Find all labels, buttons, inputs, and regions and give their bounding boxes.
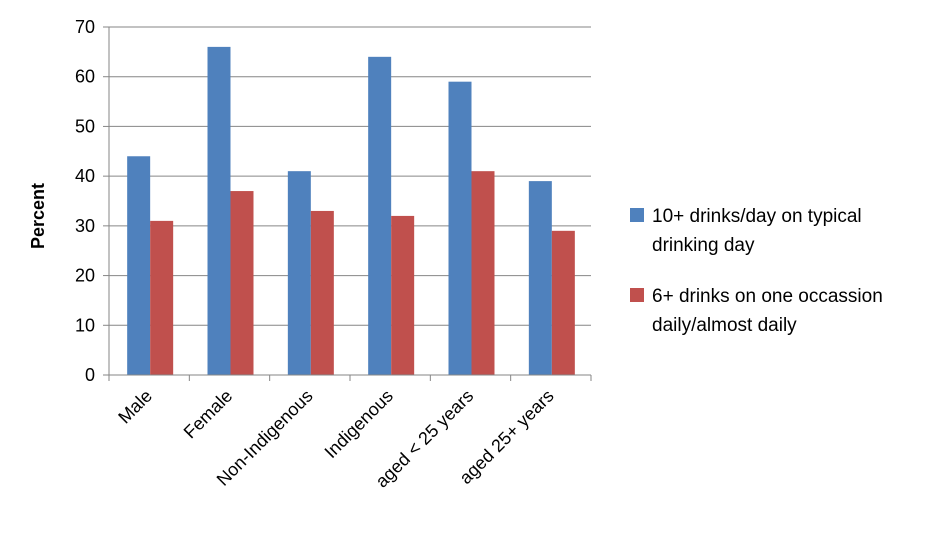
x-category-label: Male bbox=[114, 386, 156, 428]
bar-series1-4 bbox=[448, 81, 472, 375]
y-tick-label: 0 bbox=[85, 365, 95, 385]
y-tick-label: 60 bbox=[75, 67, 95, 87]
legend-swatch bbox=[630, 208, 644, 222]
bar-series1-2 bbox=[287, 171, 311, 375]
legend-swatch bbox=[630, 288, 644, 302]
bar-series2-0 bbox=[150, 220, 174, 375]
gridlines bbox=[109, 26, 591, 326]
bar-series2-4 bbox=[471, 171, 495, 375]
y-tick-label: 20 bbox=[75, 266, 95, 286]
y-tick-label: 10 bbox=[75, 315, 95, 335]
x-category-label: Female bbox=[180, 386, 237, 443]
bar-series1-3 bbox=[368, 56, 392, 375]
bar-series2-3 bbox=[391, 215, 415, 375]
y-tick-labels: 0 10 20 30 40 50 60 70 bbox=[75, 17, 95, 385]
bars bbox=[127, 46, 575, 376]
bar-series2-2 bbox=[310, 210, 334, 375]
bar-series1-5 bbox=[528, 181, 552, 375]
axes bbox=[103, 26, 592, 381]
y-axis-label: Percent bbox=[28, 183, 48, 249]
y-tick-label: 50 bbox=[75, 116, 95, 136]
bar-series1-0 bbox=[127, 156, 151, 375]
bar-series2-5 bbox=[551, 230, 575, 375]
legend-entry: 10+ drinks/day on typical drinking day bbox=[652, 206, 862, 256]
legend-entry: 6+ drinks on one occassion daily/almost d… bbox=[652, 286, 883, 336]
y-tick-label: 30 bbox=[75, 216, 95, 236]
y-tick-label: 70 bbox=[75, 17, 95, 37]
y-tick-label: 40 bbox=[75, 166, 95, 186]
x-category-label: Indigenous bbox=[321, 386, 397, 462]
legend: 10+ drinks/day on typical drinking day 6+ … bbox=[630, 206, 883, 336]
bar-series1-1 bbox=[207, 46, 231, 376]
bar-series2-1 bbox=[230, 191, 254, 375]
